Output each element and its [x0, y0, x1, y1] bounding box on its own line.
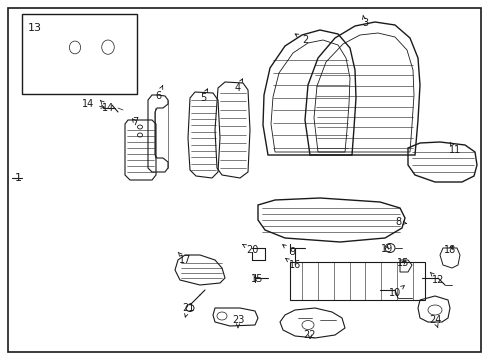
Text: 22: 22: [303, 330, 316, 340]
Text: 15: 15: [396, 258, 408, 268]
Text: 16: 16: [285, 258, 301, 270]
Text: 21: 21: [182, 303, 194, 317]
Text: 8: 8: [394, 217, 406, 227]
Text: 5: 5: [200, 89, 207, 103]
Text: 17: 17: [178, 252, 191, 265]
Text: 6: 6: [155, 86, 163, 101]
Text: 3: 3: [361, 15, 367, 28]
Text: 19: 19: [380, 244, 392, 254]
Text: 11: 11: [448, 142, 460, 155]
Text: 23: 23: [231, 315, 244, 328]
Text: 14: 14: [81, 99, 104, 109]
Text: 4: 4: [234, 79, 242, 93]
Text: 7: 7: [132, 117, 138, 127]
Text: 15: 15: [250, 274, 263, 284]
Text: 20: 20: [242, 244, 258, 255]
Bar: [22, 14, 137, 94]
Text: 1: 1: [15, 173, 21, 183]
Text: 24: 24: [428, 315, 440, 328]
Text: 10: 10: [388, 285, 404, 298]
Text: 9: 9: [282, 244, 294, 257]
Text: 12: 12: [429, 272, 443, 285]
Text: 14: 14: [100, 100, 114, 113]
Text: 18: 18: [443, 245, 455, 255]
Text: 13: 13: [28, 23, 42, 33]
Text: 2: 2: [295, 34, 307, 45]
